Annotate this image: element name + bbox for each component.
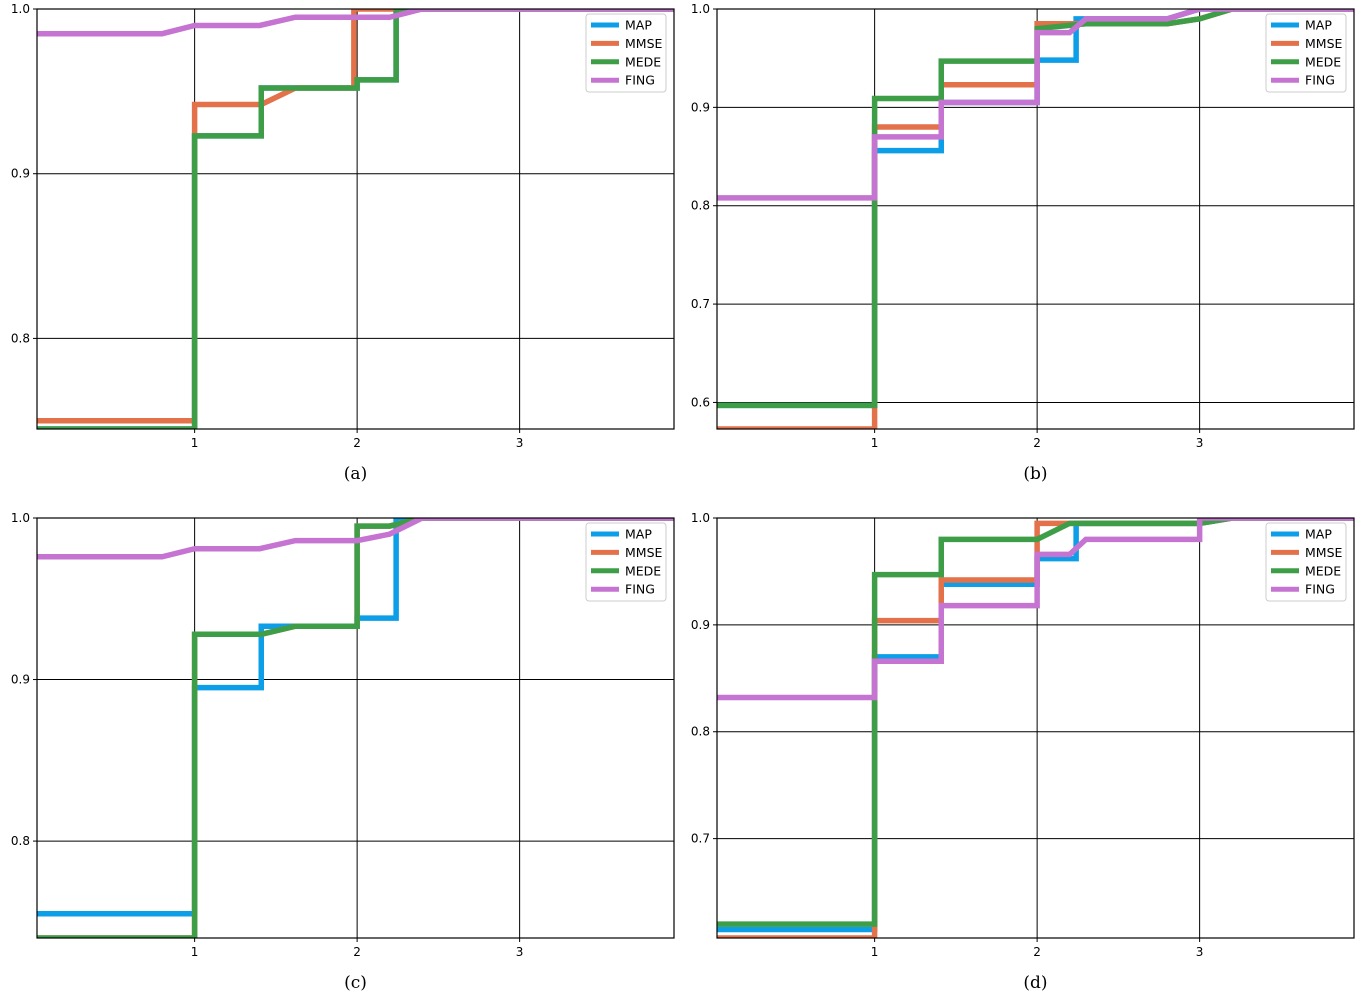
y-tick-label: 0.7 <box>691 832 710 846</box>
legend-label: MEDE <box>625 563 661 578</box>
legend-label: MMSE <box>1305 545 1343 560</box>
legend: MAP MMSE MEDE FING <box>1265 522 1347 602</box>
series-line-fing <box>717 9 1354 201</box>
x-tick-label: 2 <box>353 945 361 959</box>
y-tick-label: 1.0 <box>691 511 710 525</box>
y-tick-label: 0.8 <box>11 331 30 345</box>
panel-caption: (d) <box>1023 973 1047 993</box>
legend-box <box>1265 13 1347 93</box>
series-line-mmse <box>37 9 674 424</box>
y-tick-label: 1.0 <box>691 2 710 16</box>
x-tick-label: 2 <box>1033 945 1041 959</box>
chart-panel-1: 1 2 3 0.6 0.7 0.8 0.9 1.0 MAP MMSE MEDE FING (b) <box>691 2 1355 484</box>
legend-label: MAP <box>1305 18 1332 33</box>
panel-caption: (b) <box>1023 464 1047 484</box>
x-tick-label: 3 <box>516 436 524 450</box>
panel-caption: (a) <box>344 464 367 484</box>
axes-frame <box>36 517 675 939</box>
x-tick-label: 1 <box>191 436 199 450</box>
legend-label: MEDE <box>1305 54 1341 69</box>
chart-panel-2: 1 2 3 0.8 0.9 1.0 MAP MMSE MEDE FING (c) <box>11 511 675 993</box>
series-line-fing <box>37 518 674 560</box>
series-line-mede <box>37 9 674 429</box>
legend-label: FING <box>1305 582 1335 597</box>
legend-label: FING <box>625 73 655 88</box>
x-tick-label: 1 <box>871 945 879 959</box>
x-tick-label: 1 <box>191 945 199 959</box>
series-group <box>717 9 1354 429</box>
legend-label: MEDE <box>1305 563 1341 578</box>
y-tick-label: 0.8 <box>11 834 30 848</box>
axes-frame <box>36 8 675 430</box>
axes-frame <box>716 517 1355 939</box>
y-tick-label: 0.9 <box>691 100 710 114</box>
y-tick-label: 1.0 <box>11 511 30 525</box>
legend-label: MEDE <box>625 54 661 69</box>
y-tick-label: 0.9 <box>11 673 30 687</box>
x-tick-label: 3 <box>516 945 524 959</box>
legend: MAP MMSE MEDE FING <box>585 522 667 602</box>
series-line-fing <box>717 518 1354 701</box>
legend-label: MMSE <box>625 545 663 560</box>
axes-frame <box>716 8 1355 430</box>
legend-label: MMSE <box>625 36 663 51</box>
y-tick-label: 0.7 <box>691 297 710 311</box>
legend-label: MAP <box>1305 527 1332 542</box>
legend-box <box>1265 522 1347 602</box>
y-tick-label: 0.9 <box>11 167 30 181</box>
legend: MAP MMSE MEDE FING <box>585 13 667 93</box>
legend-label: MAP <box>625 18 652 33</box>
series-line-mede <box>37 518 674 938</box>
x-tick-label: 3 <box>1196 945 1204 959</box>
series-group <box>37 518 674 938</box>
chart-panel-0: 1 2 3 0.8 0.9 1.0 MAP MMSE MEDE FING (a) <box>11 2 675 484</box>
panel-caption: (c) <box>344 973 367 993</box>
y-tick-label: 0.6 <box>691 395 710 409</box>
series-group <box>37 9 674 429</box>
legend-box <box>585 13 667 93</box>
legend-label: FING <box>1305 73 1335 88</box>
y-tick-label: 0.9 <box>691 618 710 632</box>
x-tick-label: 1 <box>871 436 879 450</box>
y-tick-label: 0.8 <box>691 199 710 213</box>
legend-label: FING <box>625 582 655 597</box>
legend-label: MAP <box>625 527 652 542</box>
series-group <box>717 518 1354 938</box>
x-tick-label: 2 <box>353 436 361 450</box>
x-tick-label: 3 <box>1196 436 1204 450</box>
legend: MAP MMSE MEDE FING <box>1265 13 1347 93</box>
series-line-fing <box>37 9 674 37</box>
y-tick-label: 0.8 <box>691 725 710 739</box>
legend-label: MMSE <box>1305 36 1343 51</box>
legend-box <box>585 522 667 602</box>
x-tick-label: 2 <box>1033 436 1041 450</box>
y-tick-label: 1.0 <box>11 2 30 16</box>
chart-panel-3: 1 2 3 0.7 0.8 0.9 1.0 MAP MMSE MEDE FING (d) <box>691 511 1355 993</box>
